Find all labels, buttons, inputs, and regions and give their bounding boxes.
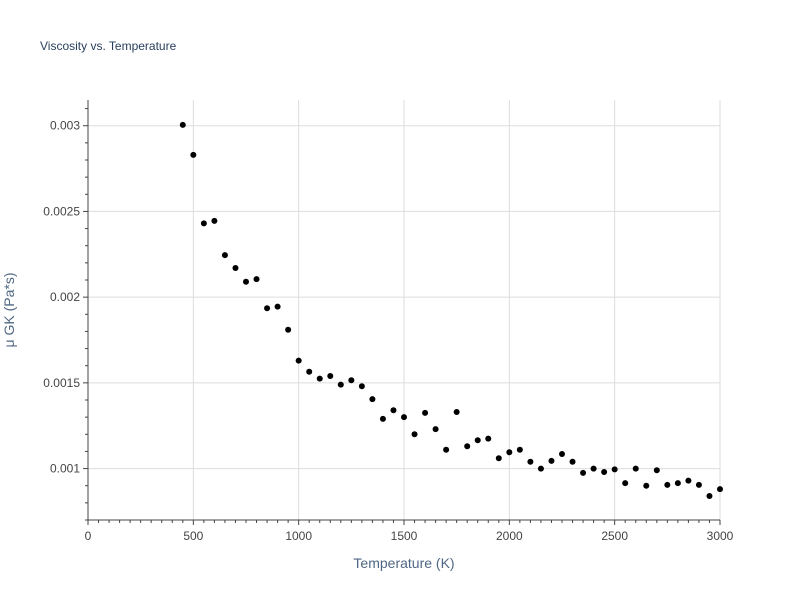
x-tick-label: 0 <box>85 529 92 543</box>
data-point <box>411 431 418 438</box>
data-point <box>717 486 723 493</box>
data-point <box>274 303 281 310</box>
data-point <box>527 458 534 465</box>
data-points <box>179 121 723 499</box>
y-tick-label: 0.001 <box>50 462 80 476</box>
data-point <box>632 465 639 472</box>
data-point <box>369 396 376 403</box>
gridlines <box>88 100 721 520</box>
data-point <box>548 457 555 464</box>
data-point <box>253 276 260 283</box>
data-point <box>506 449 513 456</box>
data-point <box>653 467 660 474</box>
data-point <box>337 381 344 388</box>
y-tick-label: 0.002 <box>50 290 80 304</box>
data-point <box>664 481 671 488</box>
y-axis-title: μ GK (Pa*s) <box>1 273 17 348</box>
x-axis-title: Temperature (K) <box>353 555 454 571</box>
data-point <box>232 265 239 271</box>
y-tick-label: 0.0025 <box>43 204 80 218</box>
data-point <box>327 373 334 379</box>
data-point <box>379 415 386 422</box>
x-tick-label: 2000 <box>496 529 523 543</box>
data-point <box>190 151 197 158</box>
data-point <box>422 409 429 416</box>
y-tick-label: 0.003 <box>50 119 80 133</box>
data-point <box>537 465 544 472</box>
data-point <box>295 357 302 364</box>
data-point <box>601 469 608 475</box>
axes <box>83 100 721 525</box>
data-point <box>706 493 713 499</box>
data-point <box>580 469 587 476</box>
data-point <box>200 220 207 227</box>
data-point <box>464 443 471 450</box>
data-point <box>495 455 502 462</box>
data-point <box>590 465 597 472</box>
data-point <box>179 121 186 128</box>
data-point <box>264 305 271 312</box>
data-point <box>358 383 365 390</box>
data-point <box>611 466 618 473</box>
y-tick-label: 0.0015 <box>43 376 80 390</box>
data-point <box>221 252 228 259</box>
x-tick-label: 2500 <box>601 529 628 543</box>
data-point <box>559 451 565 457</box>
x-tick-label: 1500 <box>391 529 418 543</box>
data-point <box>643 482 650 489</box>
x-tick-label: 500 <box>183 529 203 543</box>
data-point <box>243 278 249 285</box>
data-point <box>211 217 218 224</box>
data-point <box>695 481 702 488</box>
x-tick-label: 1000 <box>285 529 312 543</box>
data-point <box>674 480 681 487</box>
x-tick-label: 3000 <box>707 529 734 543</box>
data-point <box>432 426 439 433</box>
data-point <box>390 407 397 414</box>
data-point <box>516 446 523 453</box>
data-point <box>348 377 355 384</box>
data-point <box>474 437 481 444</box>
data-point <box>306 368 313 375</box>
data-point <box>622 480 629 487</box>
data-point <box>443 446 450 453</box>
data-point <box>316 375 323 382</box>
chart-title: Viscosity vs. Temperature <box>40 39 177 53</box>
tick-labels: 0 500 1000 1500 2000 2500 3000 0.001 0.0015 0.002… <box>43 119 733 543</box>
data-point <box>685 477 692 484</box>
data-point <box>401 414 407 421</box>
data-point <box>285 326 292 333</box>
data-point <box>453 409 460 415</box>
data-point <box>485 435 492 442</box>
data-point <box>569 458 576 465</box>
